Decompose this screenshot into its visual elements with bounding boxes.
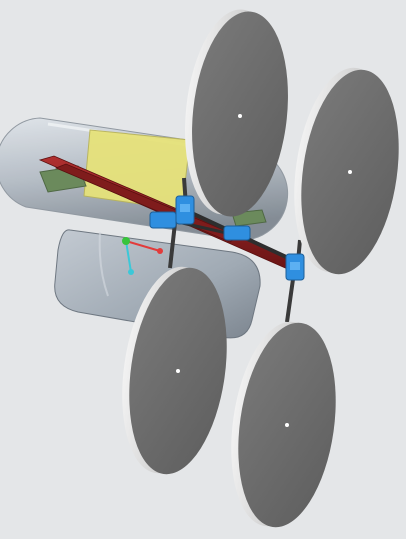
hub-dot	[348, 170, 352, 174]
axle-bracket-3	[223, 225, 251, 241]
hub-dot	[176, 369, 180, 373]
triad-origin	[122, 237, 130, 245]
axle-bracket-1	[175, 195, 195, 225]
wheel-top-left	[185, 9, 288, 217]
axle-bracket-2	[149, 211, 177, 229]
hub-dot	[285, 423, 289, 427]
wheel-bottom-left	[122, 266, 227, 475]
wheel-top-right	[294, 67, 399, 275]
hub-dot	[238, 114, 242, 118]
coordinate-triad[interactable]	[122, 237, 163, 275]
axle-bracket-4	[285, 253, 305, 281]
triad-y-axis	[125, 240, 132, 273]
triad-x-axis	[125, 240, 161, 252]
wheel-bottom-right	[231, 321, 336, 528]
axle-bracket-group	[149, 195, 305, 281]
